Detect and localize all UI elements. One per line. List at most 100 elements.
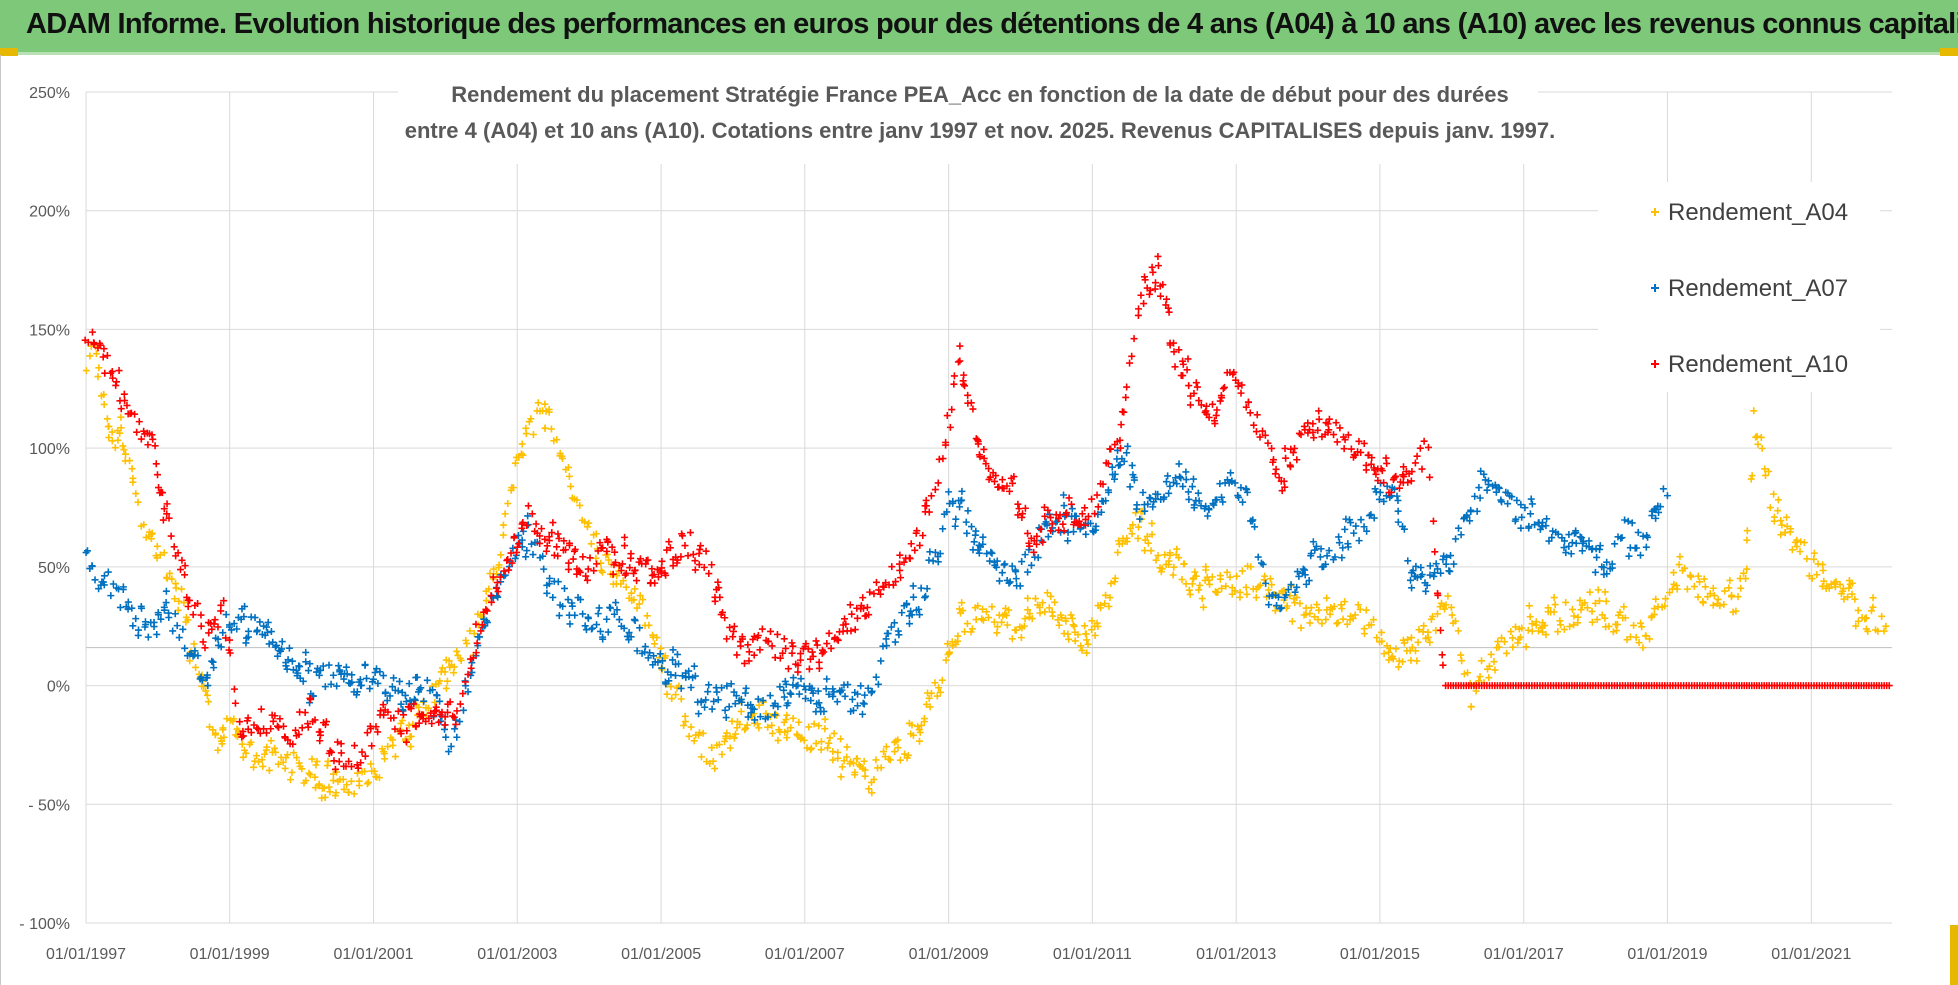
data-point — [691, 557, 699, 565]
data-point — [1243, 486, 1251, 494]
data-point — [1084, 512, 1092, 520]
data-point — [1427, 615, 1435, 623]
data-point — [1202, 563, 1210, 571]
data-point — [1344, 431, 1352, 439]
data-point — [90, 340, 98, 348]
data-point — [742, 684, 750, 692]
data-point — [1065, 635, 1073, 643]
data-point — [1355, 537, 1363, 545]
data-point — [325, 661, 333, 669]
data-point — [1102, 591, 1110, 599]
data-point — [1414, 638, 1422, 646]
data-point — [230, 715, 238, 723]
data-point — [86, 352, 94, 360]
data-point — [540, 565, 548, 573]
data-point — [325, 783, 333, 791]
data-point — [1126, 359, 1134, 367]
data-point — [896, 756, 904, 764]
data-point — [515, 540, 523, 548]
data-point — [1082, 530, 1090, 538]
data-point — [1151, 279, 1159, 287]
data-point — [128, 465, 136, 473]
data-point — [872, 578, 880, 586]
data-point — [907, 540, 915, 548]
data-point — [1326, 610, 1334, 618]
data-point — [733, 651, 741, 659]
markers-layer — [81, 252, 1893, 802]
data-point — [160, 549, 168, 557]
data-point — [1056, 511, 1064, 519]
data-point — [1048, 520, 1056, 528]
data-point — [1770, 517, 1778, 525]
data-point — [302, 648, 310, 656]
data-point — [636, 555, 644, 563]
data-point — [429, 686, 437, 694]
data-point — [156, 551, 164, 559]
data-point — [302, 777, 310, 785]
data-point — [399, 711, 407, 719]
data-point — [539, 552, 547, 560]
data-point — [729, 627, 737, 635]
data-point — [442, 684, 450, 692]
chart-banner: ADAM Informe. Evolution historique des p… — [0, 0, 1958, 55]
data-point — [1192, 379, 1200, 387]
data-point — [1357, 448, 1365, 456]
data-point — [955, 605, 963, 613]
data-point — [903, 600, 911, 608]
data-point — [804, 645, 812, 653]
data-point — [363, 674, 371, 682]
data-point — [407, 743, 415, 751]
data-point — [1526, 510, 1534, 518]
data-point — [1550, 594, 1558, 602]
data-point — [100, 400, 108, 408]
data-point — [1060, 502, 1068, 510]
data-point — [825, 629, 833, 637]
data-point — [795, 718, 803, 726]
data-point — [518, 440, 526, 448]
data-point — [985, 614, 993, 622]
data-point — [420, 697, 428, 705]
data-point — [795, 690, 803, 698]
data-point — [1458, 657, 1466, 665]
data-point — [588, 625, 596, 633]
data-point — [547, 425, 555, 433]
data-point — [1242, 583, 1250, 591]
data-point — [263, 743, 271, 751]
data-point — [1149, 503, 1157, 511]
data-point — [1039, 599, 1047, 607]
data-point — [877, 590, 885, 598]
data-point — [1219, 498, 1227, 506]
data-point — [1271, 607, 1279, 615]
data-point — [1740, 569, 1748, 577]
data-point — [1047, 514, 1055, 522]
data-point — [1293, 593, 1301, 601]
data-point — [718, 750, 726, 758]
data-point — [599, 635, 607, 643]
data-point — [160, 606, 168, 614]
data-point — [1567, 550, 1575, 558]
data-point — [450, 713, 458, 721]
data-point — [814, 687, 822, 695]
data-point — [715, 584, 723, 592]
data-point — [244, 714, 252, 722]
data-point — [913, 527, 921, 535]
data-point — [1148, 519, 1156, 527]
data-point — [794, 681, 802, 689]
data-point — [497, 551, 505, 559]
data-point — [1106, 594, 1114, 602]
data-point — [897, 574, 905, 582]
data-point — [260, 725, 268, 733]
data-point — [606, 603, 614, 611]
data-point — [745, 657, 753, 665]
data-point — [271, 712, 279, 720]
data-point — [169, 627, 177, 635]
data-point — [1793, 543, 1801, 551]
data-point — [1621, 516, 1629, 524]
data-point — [722, 714, 730, 722]
data-point — [489, 573, 497, 581]
data-point — [1195, 497, 1203, 505]
data-point — [579, 553, 587, 561]
data-point — [543, 542, 551, 550]
data-point — [776, 654, 784, 662]
data-point — [203, 671, 211, 679]
